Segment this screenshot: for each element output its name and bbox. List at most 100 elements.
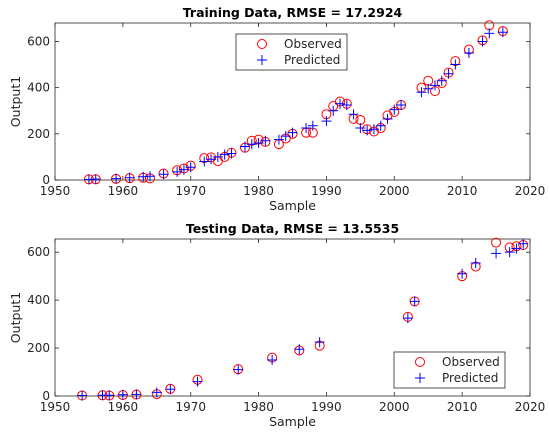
predicted-point: [267, 355, 278, 366]
legend-label: Observed: [284, 37, 342, 51]
x-tick-label: 2000: [379, 184, 410, 198]
predicted-point: [199, 156, 210, 167]
legend-observed-marker: [257, 39, 267, 49]
x-tick-label: 1960: [108, 400, 139, 414]
observed-point: [491, 237, 502, 248]
y-tick-label: 200: [27, 127, 50, 141]
predicted-point: [389, 104, 400, 115]
y-axis-label: Output1: [8, 76, 23, 127]
predicted-point: [497, 27, 508, 38]
predicted-point: [178, 164, 189, 175]
legend-label: Observed: [442, 355, 500, 369]
predicted-point: [280, 131, 291, 142]
predicted-point: [90, 174, 101, 185]
predicted-point: [382, 113, 393, 124]
chart-title: Training Data, RMSE = 17.2924: [183, 5, 403, 20]
predicted-point: [477, 36, 488, 47]
x-tick-label: 1980: [243, 184, 274, 198]
x-tick-label: 2020: [515, 184, 546, 198]
predicted-point: [375, 120, 386, 131]
legend-label: Predicted: [284, 53, 340, 67]
predicted-point: [273, 134, 284, 145]
predicted-point: [151, 387, 162, 398]
legend-label: Predicted: [442, 371, 498, 385]
predicted-point: [348, 109, 359, 120]
predicted-point: [443, 68, 454, 79]
chart-title: Testing Data, RMSE = 13.5535: [186, 221, 399, 236]
predicted-point: [491, 248, 502, 259]
y-tick-label: 600: [27, 34, 50, 48]
predicted-point: [240, 141, 250, 152]
x-tick-label: 1960: [108, 184, 139, 198]
predicted-point: [294, 344, 305, 355]
predicted-point: [314, 337, 325, 348]
x-tick-label: 1990: [311, 400, 342, 414]
predicted-point: [131, 389, 142, 400]
predicted-point: [335, 98, 345, 109]
predicted-point: [212, 151, 223, 162]
x-tick-label: 1970: [175, 184, 206, 198]
predicted-point: [321, 116, 332, 127]
x-tick-label: 1970: [175, 400, 206, 414]
predicted-point: [518, 238, 529, 249]
predicted-point: [253, 138, 264, 149]
predicted-point: [368, 124, 379, 135]
x-tick-label: 2020: [515, 400, 546, 414]
predicted-point: [423, 83, 434, 94]
predicted-point: [436, 75, 447, 86]
predicted-point: [260, 135, 271, 146]
y-tick-label: 200: [27, 341, 50, 355]
predicted-point: [396, 99, 407, 110]
predicted-point: [470, 257, 481, 268]
x-tick-label: 2010: [447, 184, 478, 198]
predicted-point: [450, 59, 461, 70]
x-tick-label: 2000: [379, 400, 410, 414]
predicted-point: [504, 247, 515, 258]
legend-box: [235, 33, 348, 71]
predicted-point: [307, 120, 318, 131]
predicted-point: [355, 123, 366, 134]
predicted-point: [362, 125, 373, 136]
y-tick-label: 0: [42, 389, 50, 403]
predicted-point: [145, 171, 155, 182]
y-tick-label: 0: [42, 173, 50, 187]
predicted-point: [402, 313, 413, 324]
predicted-point: [328, 105, 339, 116]
predicted-point: [246, 139, 257, 150]
predicted-point: [341, 99, 352, 110]
predicted-point: [463, 48, 474, 59]
predicted-point: [117, 389, 128, 400]
predicted-point: [416, 87, 427, 98]
predicted-point: [165, 384, 176, 395]
predicted-point: [206, 154, 217, 165]
predicted-point: [226, 148, 237, 159]
x-tick-label: 2010: [447, 400, 478, 414]
x-tick-label: 1950: [40, 184, 71, 198]
x-tick-label: 1980: [243, 400, 274, 414]
predicted-point: [430, 80, 440, 91]
predicted-point: [409, 296, 420, 307]
legend-predicted-marker: [257, 55, 267, 65]
predicted-point: [77, 390, 88, 401]
y-tick-label: 400: [27, 293, 50, 307]
training-chart: 1950 1960 1970 1980 1990 2000 2010 2020 0 200 400 6…: [8, 5, 545, 213]
predicted-point: [185, 162, 196, 173]
predicted-point: [484, 28, 495, 39]
y-tick-label: 600: [27, 245, 50, 259]
predicted-point: [158, 169, 169, 180]
legend-box: [393, 351, 506, 389]
predicted-point: [219, 149, 230, 160]
legend-observed-marker: [415, 357, 425, 367]
y-axis-label: Output1: [8, 292, 23, 343]
predicted-point: [104, 390, 115, 401]
x-tick-label: 1990: [311, 184, 342, 198]
predicted-point: [172, 166, 183, 177]
predicted-point: [511, 243, 522, 254]
x-axis-label: Sample: [269, 414, 316, 429]
predicted-point: [124, 172, 135, 183]
x-tick-label: 1950: [40, 400, 71, 414]
predicted-point: [301, 123, 312, 134]
predicted-point: [233, 364, 244, 375]
testing-chart: 1950 1960 1970 1980 1990 2000 2010 2020 0 200 400 6…: [8, 221, 545, 429]
